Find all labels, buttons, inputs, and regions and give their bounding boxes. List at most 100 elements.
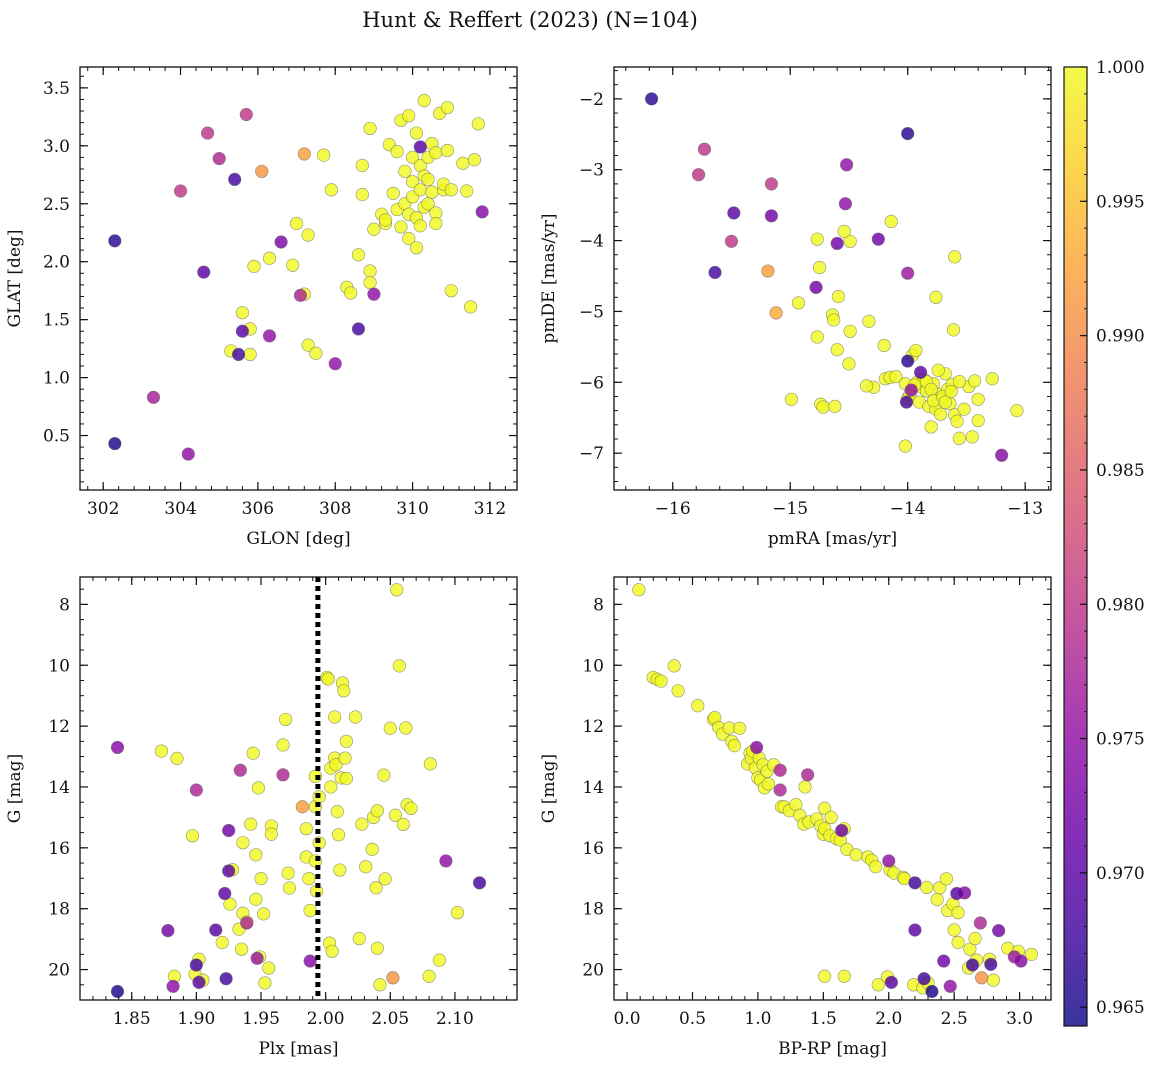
data-point [727, 206, 741, 220]
y-tick-label: 14 [582, 778, 604, 798]
y-tick-label: −7 [579, 444, 604, 464]
data-point [835, 823, 849, 838]
figure-title: Hunt & Reffert (2023) (N=104) [362, 8, 698, 32]
data-point [254, 871, 268, 886]
data-point [889, 370, 903, 384]
y-tick-label: 16 [582, 839, 604, 859]
x-tick-label: 2.5 [941, 1009, 968, 1029]
data-point [378, 213, 393, 227]
data-point [405, 175, 420, 189]
data-point [812, 260, 827, 275]
data-point [761, 264, 775, 278]
data-point [351, 248, 366, 262]
data-point [939, 872, 953, 886]
data-point [432, 953, 447, 967]
x-tick-label: −13 [1007, 499, 1043, 519]
data-point [946, 323, 961, 337]
x-tick-label: 2.10 [436, 1009, 474, 1029]
data-point [339, 771, 353, 786]
data-point [947, 923, 961, 937]
data-point [920, 880, 934, 895]
data-point [849, 848, 863, 862]
data-point [386, 186, 400, 200]
data-point [396, 817, 410, 832]
data-point [222, 864, 236, 878]
data-point [249, 848, 263, 862]
data-point [773, 783, 787, 797]
data-point [965, 430, 979, 444]
data-point [378, 872, 392, 886]
x-tick-label: 1.0 [744, 1009, 771, 1029]
data-point [370, 941, 384, 955]
panel-glon_glat: 302 304 306 308 310 312 0.5 1.0 1.5 2.0 2.5 3.0 3.5 G… [5, 66, 518, 549]
y-tick-label: −5 [579, 302, 604, 322]
data-point [791, 296, 806, 310]
data-point [871, 232, 885, 246]
colorbar-tick-label: 0.995 [1096, 192, 1145, 212]
data-point [444, 284, 458, 298]
data-point [289, 216, 304, 231]
data-point [233, 763, 247, 777]
data-point [632, 583, 646, 597]
data-point [365, 842, 379, 856]
data-point [882, 854, 896, 868]
data-point [264, 827, 278, 841]
data-point [247, 259, 261, 273]
data-point [810, 232, 824, 246]
data-point [413, 140, 427, 154]
data-point [299, 822, 313, 836]
data-point [986, 973, 1001, 987]
data-point [110, 984, 125, 999]
data-point [943, 979, 957, 993]
data-point [769, 306, 783, 320]
data-point [898, 439, 912, 453]
data-point [281, 866, 295, 880]
data-point [330, 805, 344, 819]
data-point [209, 923, 223, 937]
data-point [761, 777, 775, 791]
data-point [842, 357, 856, 371]
x-tick-label: 3.0 [1006, 1009, 1033, 1029]
x-tick-label: −15 [772, 499, 808, 519]
data-point [212, 151, 226, 166]
y-tick-label: −6 [579, 373, 604, 393]
data-point [948, 250, 962, 264]
data-point [952, 374, 966, 389]
data-point [917, 972, 931, 986]
data-point [908, 923, 922, 937]
data-point [798, 780, 812, 794]
data-point [409, 241, 424, 255]
panel-pmra_pmde: −16 −15 −14 −13 −7 −6 −5 −4 −3 −2 pmRA [mas/yr] pmD… [539, 66, 1052, 549]
x-tick-label: 0.5 [679, 1009, 706, 1029]
data-point [784, 392, 798, 406]
data-point [108, 437, 122, 451]
data-point [390, 145, 404, 159]
data-point [249, 892, 263, 906]
data-point [170, 751, 184, 765]
data-point [329, 758, 343, 772]
data-point [869, 860, 883, 874]
data-point [394, 220, 408, 234]
data-point [278, 712, 293, 727]
data-point [363, 275, 377, 290]
data-point [965, 958, 980, 972]
data-point [402, 109, 416, 123]
data-point [328, 710, 342, 724]
data-point [971, 392, 985, 406]
data-point [370, 804, 384, 818]
y-tick-label: 3.5 [43, 79, 70, 99]
data-point [303, 954, 317, 968]
scatter-points [644, 92, 1024, 462]
data-point [274, 235, 288, 249]
data-point [968, 374, 982, 388]
data-point [243, 347, 257, 362]
data-point [239, 107, 253, 122]
data-point [231, 347, 246, 362]
y-tick-label: 12 [582, 717, 604, 737]
data-point [421, 172, 435, 187]
data-point [352, 931, 366, 946]
ticks: 302 304 306 308 310 312 0.5 1.0 1.5 2.0 2.5 3.0 3.5 [43, 67, 517, 519]
axes-frame [613, 576, 1052, 1001]
data-point [764, 177, 779, 191]
data-point [146, 390, 161, 404]
